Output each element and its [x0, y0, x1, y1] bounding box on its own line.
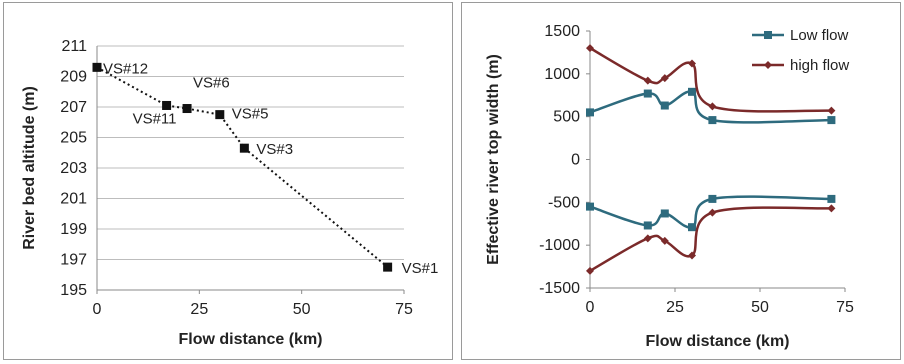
series-point [708, 195, 716, 203]
y-tick-label: 1000 [544, 66, 580, 83]
series-point [661, 102, 669, 110]
x-tick-label: 25 [666, 299, 684, 316]
series-point [586, 108, 594, 116]
point-label: VS#11 [133, 110, 177, 127]
altitude-point [162, 101, 171, 110]
series-point [644, 77, 652, 85]
x-tick-label: 0 [586, 299, 595, 316]
river-top-width-chart: -1500 -1000 -500 0 500 1000 1500 0 25 50 75 Low f… [461, 2, 901, 360]
point-label: VS#6 [193, 75, 230, 92]
y-tick-label: -1000 [539, 237, 580, 254]
series-point [708, 116, 716, 124]
x-tick-label: 50 [293, 301, 311, 318]
x-tick-label: 50 [751, 299, 769, 316]
point-label: VS#3 [256, 141, 293, 158]
altitude-point [240, 144, 249, 153]
altitude-point [215, 110, 224, 119]
y-tick-label: 500 [553, 109, 580, 126]
y-tick-label: 203 [60, 160, 87, 177]
y-tick-label: 195 [60, 282, 87, 299]
series-point [827, 195, 835, 203]
point-label: VS#1 [402, 260, 439, 277]
x-tick-label: 25 [190, 301, 208, 318]
y-tick-label: 1500 [544, 23, 580, 40]
legend-marker [764, 31, 772, 39]
y-tick-label: 207 [60, 99, 87, 116]
width-chart-svg: -1500 -1000 -500 0 500 1000 1500 0 25 50 75 Low f… [462, 3, 902, 361]
x-axis-title: Flow distance (km) [178, 331, 322, 348]
series-point [708, 209, 716, 217]
y-tick-label: 205 [60, 130, 87, 147]
y-axis-title: River bed altitude (m) [21, 86, 38, 250]
series-point [644, 90, 652, 98]
y-axis-title: Effective river top width (m) [485, 54, 502, 265]
legend-label: high flow [790, 57, 849, 74]
series-point [827, 116, 835, 124]
y-tick-label: 211 [61, 38, 87, 55]
series-point [661, 209, 669, 217]
y-tick-label: -1500 [539, 280, 580, 297]
series-point [586, 203, 594, 211]
y-tick-label: 209 [60, 69, 87, 86]
altitude-point [183, 104, 192, 113]
y-tick-label: 197 [60, 252, 87, 269]
x-tick-label: 75 [836, 299, 854, 316]
legend-marker [764, 61, 772, 69]
series-point [644, 234, 652, 242]
altitude-chart-svg: 195 197 199 201 203 205 207 209 211 0 25 50 75 VS#1… [4, 3, 454, 361]
y-tick-label: 0 [571, 152, 580, 169]
y-tick-label: 199 [60, 221, 87, 238]
series-point [688, 223, 696, 231]
series-point [644, 221, 652, 229]
altitude-point [93, 63, 102, 72]
series-point [827, 204, 835, 212]
x-axis-title: Flow distance (km) [645, 333, 789, 350]
river-bed-altitude-chart: 195 197 199 201 203 205 207 209 211 0 25 50 75 VS#1… [3, 2, 453, 360]
series-point [688, 88, 696, 96]
x-tick-label: 75 [395, 301, 413, 318]
legend-label: Low flow [790, 27, 849, 44]
altitude-point [383, 263, 392, 272]
y-tick-label: -500 [548, 194, 580, 211]
altitude-series-line [97, 67, 388, 267]
x-tick-label: 0 [93, 301, 102, 318]
point-label: VS#5 [232, 106, 269, 123]
series-line [590, 208, 831, 271]
y-tick-label: 201 [60, 191, 87, 208]
series-point [827, 107, 835, 115]
point-label: VS#12 [103, 60, 148, 77]
series-point [708, 102, 716, 110]
